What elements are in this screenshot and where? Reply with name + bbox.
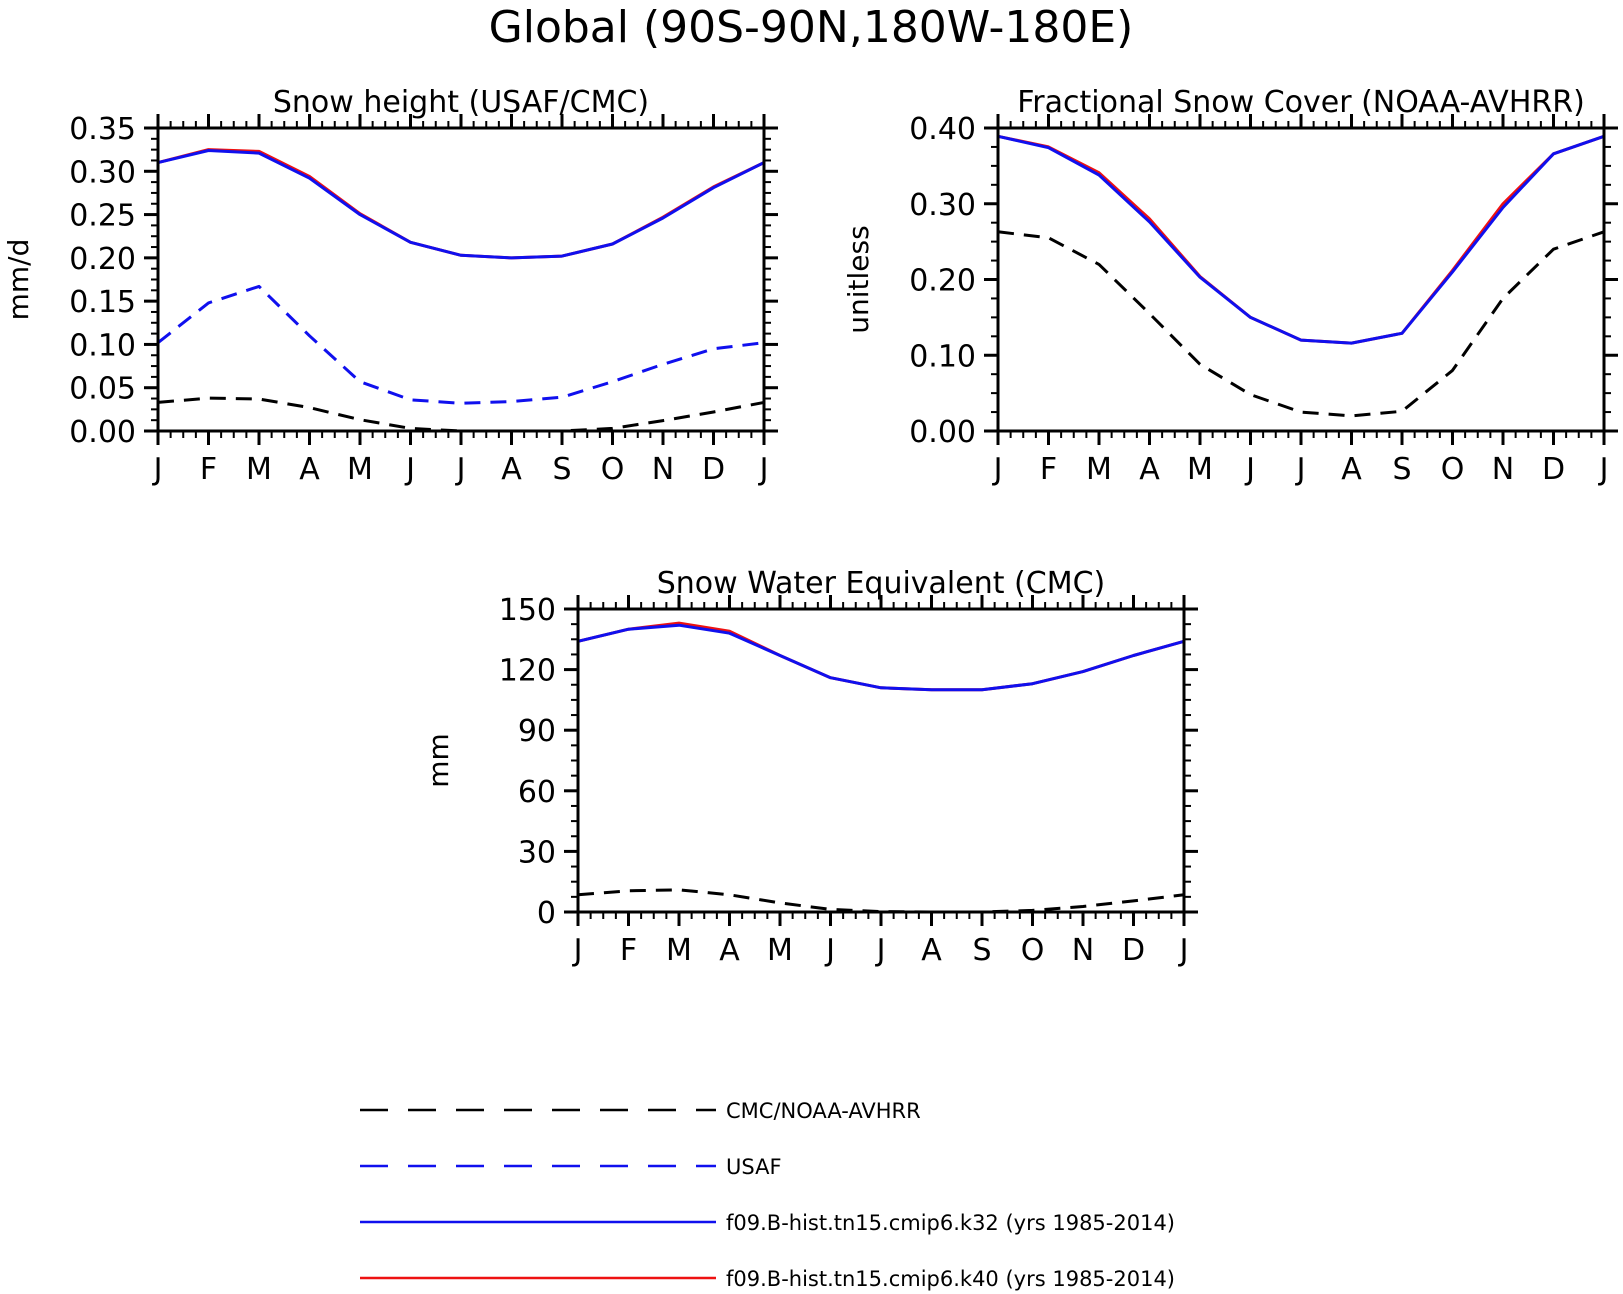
y-tick-label: 0.20 [909,264,976,299]
x-tick-label: A [921,933,942,968]
chart-panel-1: Snow height (USAF/CMC)mm/dJ F M A M J J A S O N D J0… [2,85,778,487]
y-tick-label: 150 [499,593,556,628]
figure-title: Global (90S-90N,180W-180E) [489,2,1134,53]
x-tick-label: M [666,933,692,968]
x-tick-label: M [1187,452,1213,487]
x-tick-label: J [824,933,835,968]
y-tick-label: 0.10 [909,339,976,374]
x-tick-label: A [501,452,522,487]
y-axis-label: mm/d [2,239,35,321]
x-tick-label: F [1040,452,1057,487]
y-axis-label: mm [422,733,455,788]
x-tick-label: M [246,452,272,487]
x-tick-label: J [992,452,1003,487]
plot-frame [996,126,1606,433]
x-tick-label: A [1341,452,1362,487]
y-tick-label: 0.00 [69,415,136,450]
chart-panel-3: Snow Water Equivalent (CMC)mmJ F M A M J J A S O N… [422,566,1198,968]
legend-label: CMC/NOAA-AVHRR [726,1099,921,1123]
y-tick-label: 0.40 [909,112,976,147]
y-tick-label: 0.05 [69,372,136,407]
chart-panel-2: Fractional Snow Cover (NOAA-AVHRR)unitle… [842,85,1618,487]
x-tick-label: S [1392,452,1411,487]
x-tick-label: M [1086,452,1112,487]
x-tick-label: A [719,933,740,968]
series-line [577,888,1185,914]
series-line [157,396,765,433]
x-tick-label: N [1492,452,1514,487]
x-tick-label: J [1244,452,1255,487]
y-axis-ticks: 0 30 60 90 120 150 [499,593,1198,931]
series-line [997,134,1605,345]
x-tick-label: D [702,452,725,487]
legend: CMC/NOAA-AVHRR USAF f09.B-hist.tn15.cmip6.… [360,1099,1175,1291]
series-line [157,149,765,260]
x-tick-label: D [1122,933,1145,968]
y-tick-label: 0.35 [69,112,136,147]
y-tick-label: 90 [518,714,556,749]
x-tick-label: A [1139,452,1160,487]
y-axis-ticks: 0.00 0.05 0.10 0.15 0.20 0.25 0.30 0.35 [69,112,778,450]
plot-frame [156,126,766,433]
y-tick-label: 0.00 [909,415,976,450]
y-tick-label: 0.25 [69,199,136,234]
x-tick-label: S [552,452,571,487]
x-tick-label: J [152,452,163,487]
x-tick-label: O [1441,452,1465,487]
legend-label: f09.B-hist.tn15.cmip6.k40 (yrs 1985-2014… [726,1267,1175,1291]
series-line [157,148,765,260]
x-tick-label: J [1178,933,1189,968]
y-tick-label: 0.10 [69,328,136,363]
y-tick-label: 0.20 [69,242,136,277]
x-tick-label: J [1598,452,1609,487]
plot-frame [576,607,1186,914]
x-tick-label: N [1072,933,1094,968]
y-tick-label: 0 [537,896,556,931]
x-tick-label: M [347,452,373,487]
x-tick-label: J [455,452,466,487]
legend-item: USAF [360,1155,782,1179]
x-tick-label: F [620,933,637,968]
y-tick-label: 0.15 [69,285,136,320]
x-tick-label: J [404,452,415,487]
x-tick-label: M [767,933,793,968]
x-tick-label: S [972,933,991,968]
legend-item: f09.B-hist.tn15.cmip6.k40 (yrs 1985-2014… [360,1267,1175,1291]
y-axis-label: unitless [842,225,875,333]
y-tick-label: 0.30 [69,155,136,190]
x-tick-label: A [299,452,320,487]
legend-item: CMC/NOAA-AVHRR [360,1099,921,1123]
series-line [997,134,1605,345]
y-tick-label: 0.30 [909,188,976,223]
series-line [577,623,1185,692]
x-tick-label: N [652,452,674,487]
panels: Snow height (USAF/CMC)mm/dJ F M A M J J A S O N D J0… [2,85,1618,968]
legend-label: USAF [726,1155,782,1179]
x-tick-label: J [875,933,886,968]
series-line [157,284,765,405]
x-tick-label: J [572,933,583,968]
y-tick-label: 120 [499,654,556,689]
x-tick-label: F [200,452,217,487]
x-tick-label: O [1021,933,1045,968]
x-tick-label: D [1542,452,1565,487]
x-tick-label: J [758,452,769,487]
x-tick-label: O [601,452,625,487]
x-tick-label: J [1295,452,1306,487]
y-tick-label: 60 [518,775,556,810]
legend-label: f09.B-hist.tn15.cmip6.k32 (yrs 1985-2014… [726,1211,1175,1235]
legend-item: f09.B-hist.tn15.cmip6.k32 (yrs 1985-2014… [360,1211,1175,1235]
series-line [577,621,1185,692]
y-tick-label: 30 [518,835,556,870]
y-axis-ticks: 0.00 0.10 0.20 0.30 0.40 [909,112,1618,450]
series-line [997,230,1605,418]
